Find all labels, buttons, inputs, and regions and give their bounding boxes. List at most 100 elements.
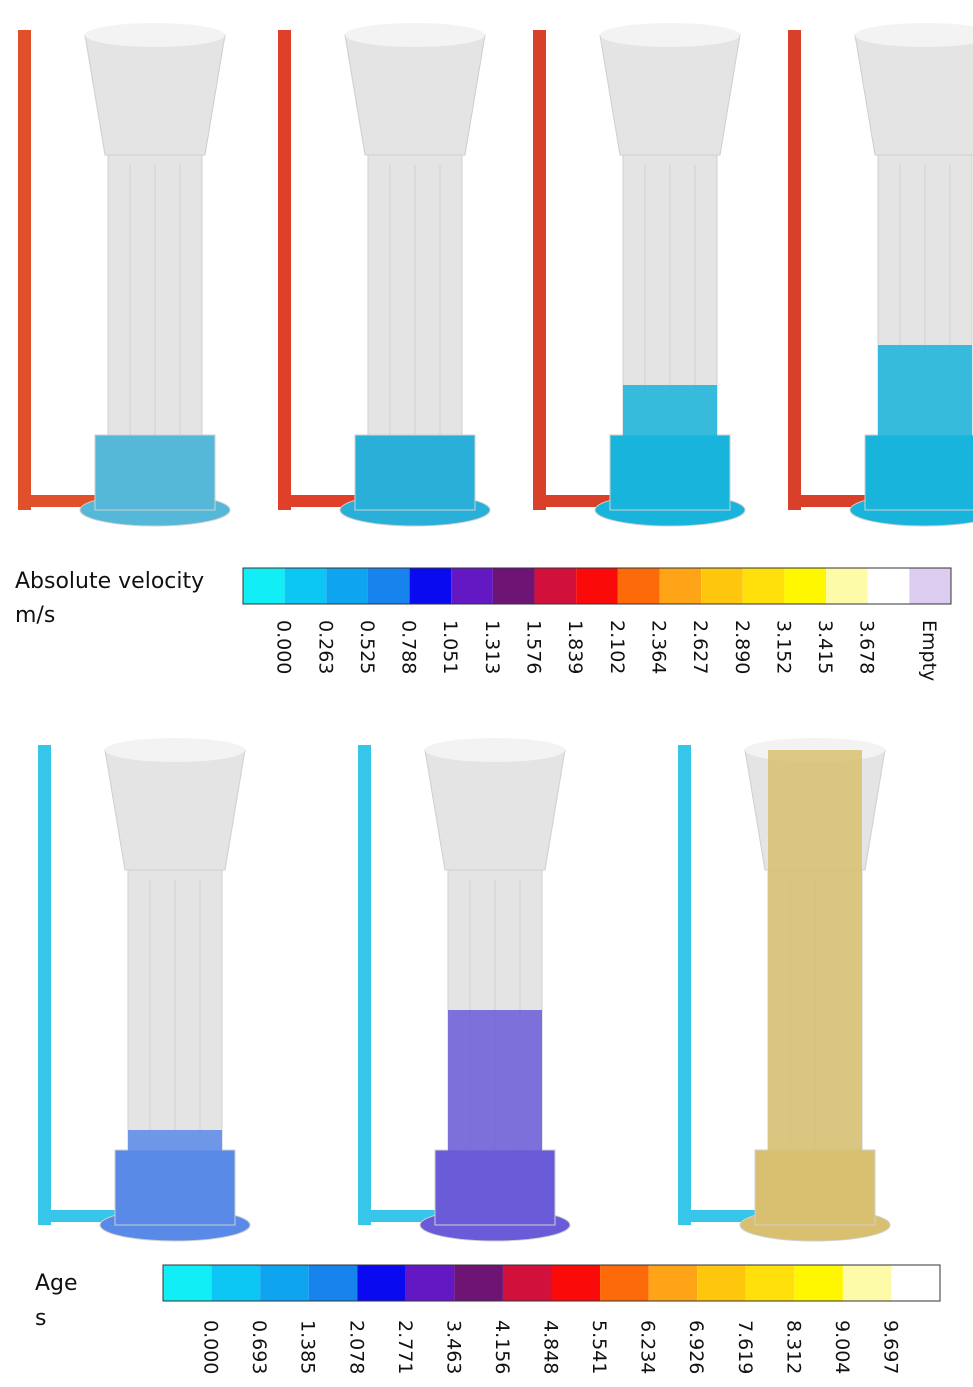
legend-swatch xyxy=(600,1265,649,1301)
legend-swatch xyxy=(909,568,951,604)
legend-swatch xyxy=(794,1265,843,1301)
funnel xyxy=(345,35,485,155)
legend-swatch xyxy=(826,568,868,604)
legend-tick-label: 4.156 xyxy=(491,1320,513,1374)
melt xyxy=(128,1130,222,1155)
melt xyxy=(448,1010,542,1155)
legend-title: Absolute velocity xyxy=(15,569,204,594)
legend-tick-label: 2.890 xyxy=(731,620,753,674)
legend-tick-label: 3.463 xyxy=(442,1320,464,1374)
legend-tick-label: 3.415 xyxy=(814,620,836,674)
cup xyxy=(865,435,973,510)
sprue xyxy=(533,30,546,510)
legend-tick-label: 2.078 xyxy=(345,1320,367,1374)
legend-swatch xyxy=(701,568,743,604)
cup xyxy=(355,435,475,510)
legend-tick-label: Empty xyxy=(918,620,940,681)
legend-tick-label: 0.000 xyxy=(200,1320,222,1374)
funnel xyxy=(425,750,565,870)
legend-swatch xyxy=(260,1265,309,1301)
melt xyxy=(768,750,862,1155)
legend-swatch xyxy=(326,568,368,604)
funnel xyxy=(85,35,225,155)
legend-tick-label: 0.263 xyxy=(314,620,336,674)
legend-tick-label: 2.102 xyxy=(606,620,628,674)
sprue xyxy=(278,30,291,510)
legend-swatch xyxy=(503,1265,552,1301)
legend-swatch xyxy=(659,568,701,604)
legend-swatch xyxy=(493,568,535,604)
legend-swatch xyxy=(406,1265,455,1301)
legend-swatch xyxy=(843,1265,892,1301)
legend-tick-label: 0.693 xyxy=(248,1320,270,1374)
legend-swatch xyxy=(697,1265,746,1301)
legend-tick-label: 2.364 xyxy=(647,620,669,674)
legend-tick-label: 1.839 xyxy=(564,620,586,674)
figure: Absolute velocity m/s Age s 0.000 0.263 0.… xyxy=(0,0,973,1387)
legend-swatch xyxy=(746,1265,795,1301)
legend-tick-label: 6.926 xyxy=(685,1320,707,1374)
melt xyxy=(623,385,717,440)
legend-swatch xyxy=(576,568,618,604)
legend-swatch xyxy=(552,1265,601,1301)
legend-tick-label: 1.385 xyxy=(297,1320,319,1374)
figure-canvas: Absolute velocity m/s Age s 0.000 0.263 0.… xyxy=(0,0,973,1387)
funnel-top xyxy=(105,738,245,762)
sprue xyxy=(358,745,371,1225)
cup xyxy=(115,1150,235,1225)
legend-swatch xyxy=(891,1265,940,1301)
legend-swatch xyxy=(243,568,285,604)
legend-swatch xyxy=(410,568,452,604)
legend-tick-label: 0.788 xyxy=(398,620,420,674)
cup xyxy=(435,1150,555,1225)
legend-tick-label: 4.848 xyxy=(540,1320,562,1374)
legend-swatch xyxy=(212,1265,261,1301)
legend-swatch xyxy=(784,568,826,604)
funnel-top xyxy=(425,738,565,762)
legend-swatch xyxy=(535,568,577,604)
legend-tick-label: 1.576 xyxy=(523,620,545,674)
funnel xyxy=(105,750,245,870)
legend-swatch xyxy=(309,1265,358,1301)
cup xyxy=(95,435,215,510)
legend-swatch xyxy=(454,1265,503,1301)
sprue xyxy=(788,30,801,510)
legend-tick-label: 2.771 xyxy=(394,1320,416,1374)
legend-tick-label: 2.627 xyxy=(689,620,711,674)
legend-swatch xyxy=(618,568,660,604)
funnel-top xyxy=(85,23,225,47)
cup xyxy=(610,435,730,510)
legend-title: Age xyxy=(35,1271,78,1296)
funnel-top xyxy=(600,23,740,47)
legend-tick-label: 6.234 xyxy=(637,1320,659,1374)
legend-tick-label: 5.541 xyxy=(588,1320,610,1374)
legend-swatch xyxy=(163,1265,212,1301)
legend-swatch xyxy=(743,568,785,604)
legend-swatch xyxy=(368,568,410,604)
legend-tick-label: 0.525 xyxy=(356,620,378,674)
funnel-top xyxy=(345,23,485,47)
legend-tick-label: 9.697 xyxy=(879,1320,901,1374)
legend-swatch xyxy=(285,568,327,604)
legend-unit: s xyxy=(35,1306,46,1331)
legend-tick-label: 8.312 xyxy=(782,1320,804,1374)
legend-tick-label: 9.004 xyxy=(831,1320,853,1374)
sprue xyxy=(18,30,31,510)
legend-tick-label: 7.619 xyxy=(734,1320,756,1374)
cup xyxy=(755,1150,875,1225)
legend-tick-label: 3.152 xyxy=(772,620,794,674)
legend-tick-label: 0.000 xyxy=(273,620,295,674)
legend-unit: m/s xyxy=(15,603,55,628)
funnel xyxy=(855,35,973,155)
legend-swatch xyxy=(451,568,493,604)
sprue xyxy=(38,745,51,1225)
legend-tick-label: 1.051 xyxy=(439,620,461,674)
legend-tick-label: 3.678 xyxy=(856,620,878,674)
melt xyxy=(878,345,972,440)
funnel xyxy=(600,35,740,155)
sprue xyxy=(678,745,691,1225)
legend-swatch xyxy=(357,1265,406,1301)
legend-swatch xyxy=(649,1265,698,1301)
legend-swatch xyxy=(868,568,910,604)
legend-tick-label: 1.313 xyxy=(481,620,503,674)
